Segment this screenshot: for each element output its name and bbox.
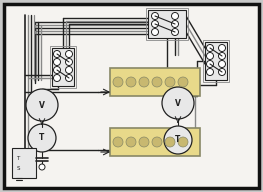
Circle shape	[126, 137, 136, 147]
Circle shape	[219, 52, 225, 60]
Bar	[110, 128, 200, 156]
Text: S: S	[16, 166, 20, 170]
Bar	[146, 8, 188, 40]
Circle shape	[206, 69, 214, 75]
Circle shape	[39, 164, 45, 170]
Text: T: T	[16, 156, 20, 161]
Bar	[203, 40, 229, 82]
Circle shape	[171, 21, 179, 27]
Text: T: T	[39, 133, 45, 142]
Circle shape	[65, 50, 73, 57]
Circle shape	[178, 77, 188, 87]
Circle shape	[139, 77, 149, 87]
Circle shape	[53, 59, 60, 65]
Circle shape	[162, 87, 194, 119]
Circle shape	[28, 124, 56, 152]
Circle shape	[53, 74, 60, 81]
Circle shape	[165, 137, 175, 147]
Circle shape	[65, 74, 73, 81]
Circle shape	[219, 69, 225, 75]
Circle shape	[206, 45, 214, 51]
Bar	[52, 48, 74, 86]
Circle shape	[219, 45, 225, 51]
Circle shape	[139, 137, 149, 147]
Circle shape	[171, 28, 179, 36]
Circle shape	[206, 52, 214, 60]
Text: V: V	[175, 98, 181, 108]
Bar	[148, 10, 186, 38]
Bar	[205, 42, 227, 80]
Circle shape	[151, 12, 159, 20]
Circle shape	[65, 66, 73, 74]
Circle shape	[126, 77, 136, 87]
Text: T: T	[175, 136, 181, 145]
Circle shape	[219, 60, 225, 68]
Circle shape	[152, 77, 162, 87]
Circle shape	[178, 137, 188, 147]
Circle shape	[26, 89, 58, 121]
Circle shape	[113, 77, 123, 87]
Bar	[110, 68, 200, 96]
Text: V: V	[39, 100, 45, 109]
Circle shape	[165, 77, 175, 87]
Bar	[12, 148, 36, 178]
Bar	[50, 46, 76, 88]
Circle shape	[113, 137, 123, 147]
Circle shape	[171, 12, 179, 20]
Circle shape	[53, 50, 60, 57]
Circle shape	[164, 126, 192, 154]
Circle shape	[151, 21, 159, 27]
Circle shape	[53, 66, 60, 74]
Circle shape	[206, 60, 214, 68]
Circle shape	[152, 137, 162, 147]
Circle shape	[151, 28, 159, 36]
Circle shape	[65, 59, 73, 65]
